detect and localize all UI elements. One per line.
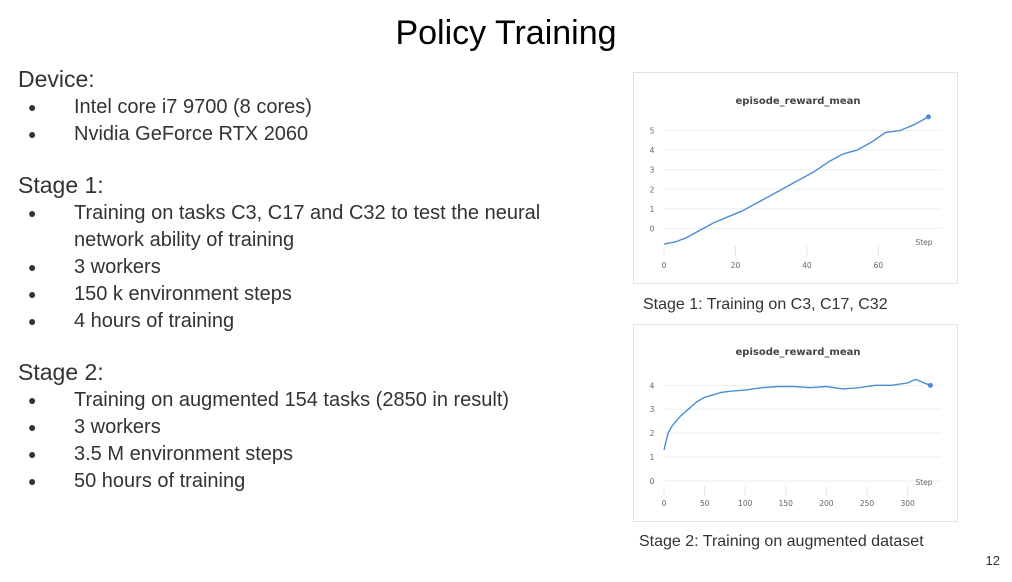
stage2-chart-svg: episode_reward_mean 0 1 2 3 4 0 50 100 150 200 250 3… — [650, 347, 942, 508]
series-end-point — [925, 114, 931, 120]
bullet-item: Training on augmented 154 tasks (2850 in… — [18, 387, 618, 414]
bullet-item: 4 hours of training — [18, 308, 618, 335]
x-tick-label: 250 — [860, 499, 875, 508]
y-tick-label: 0 — [650, 224, 655, 233]
y-tick-label: 5 — [650, 127, 655, 136]
x-tick-label: 300 — [900, 499, 915, 508]
stage1-caption: Stage 1: Training on C3, C17, C32 — [643, 296, 888, 313]
content-column: Device: Intel core i7 9700 (8 cores) Nvi… — [18, 64, 618, 517]
section-heading: Stage 1: — [18, 172, 104, 198]
section-stage-1: Stage 1: Training on tasks C3, C17 and C… — [18, 170, 618, 335]
bullet-item: 3 workers — [18, 254, 618, 281]
y-tick-label: 3 — [650, 166, 655, 175]
y-tick-label: 1 — [650, 205, 655, 214]
y-tick-label: 0 — [650, 477, 655, 486]
series-end-point — [927, 382, 933, 388]
x-tick-label: 200 — [819, 499, 834, 508]
bullet-item: 150 k environment steps — [18, 281, 618, 308]
x-tick-label: 60 — [874, 261, 884, 270]
chart-title: episode_reward_mean — [736, 347, 861, 358]
section-heading: Stage 2: — [18, 359, 104, 385]
bullet-list: Training on augmented 154 tasks (2850 in… — [18, 387, 618, 495]
bullet-item: 3 workers — [18, 414, 618, 441]
bullet-item: Training on tasks C3, C17 and C32 to tes… — [18, 200, 554, 254]
bullet-item: 3.5 M environment steps — [18, 441, 618, 468]
stage2-caption: Stage 2: Training on augmented dataset — [639, 533, 924, 550]
y-tick-label: 4 — [650, 146, 655, 155]
y-tick-label: 1 — [650, 453, 655, 462]
section-device: Device: Intel core i7 9700 (8 cores) Nvi… — [18, 64, 618, 148]
bullet-item: 50 hours of training — [18, 468, 618, 495]
y-tick-label: 2 — [650, 429, 655, 438]
series-line — [663, 378, 931, 450]
bullet-item: Intel core i7 9700 (8 cores) — [18, 94, 618, 121]
x-tick-label: 50 — [700, 499, 710, 508]
page-number: 12 — [985, 553, 1000, 568]
chart-title: episode_reward_mean — [736, 96, 861, 107]
series-line — [663, 116, 929, 245]
y-tick-label: 4 — [650, 381, 655, 390]
bullet-list: Training on tasks C3, C17 and C32 to tes… — [18, 200, 618, 335]
x-tick-label: 100 — [738, 499, 753, 508]
x-tick-label: 150 — [779, 499, 794, 508]
x-tick-label: 0 — [662, 499, 667, 508]
bullet-item: Nvidia GeForce RTX 2060 — [18, 121, 618, 148]
y-tick-label: 3 — [650, 405, 655, 414]
stage2-chart: episode_reward_mean 0 1 2 3 4 0 50 100 150 200 250 3… — [633, 324, 958, 522]
stage1-chart-svg: episode_reward_mean 0 1 2 3 4 5 0 20 40 60 Step — [650, 96, 942, 270]
x-tick-label: 40 — [802, 261, 812, 270]
x-tick-label: 20 — [731, 261, 741, 270]
slide-title: Policy Training — [395, 14, 617, 52]
x-tick-label: 0 — [662, 261, 667, 270]
section-stage-2: Stage 2: Training on augmented 154 tasks… — [18, 357, 618, 495]
x-axis-label: Step — [915, 238, 932, 247]
section-heading: Device: — [18, 66, 95, 92]
y-tick-label: 2 — [650, 185, 655, 194]
x-axis-label: Step — [915, 478, 932, 487]
bullet-list: Intel core i7 9700 (8 cores) Nvidia GeFo… — [18, 94, 618, 148]
stage1-chart: episode_reward_mean 0 1 2 3 4 5 0 20 40 60 Step — [633, 72, 958, 284]
